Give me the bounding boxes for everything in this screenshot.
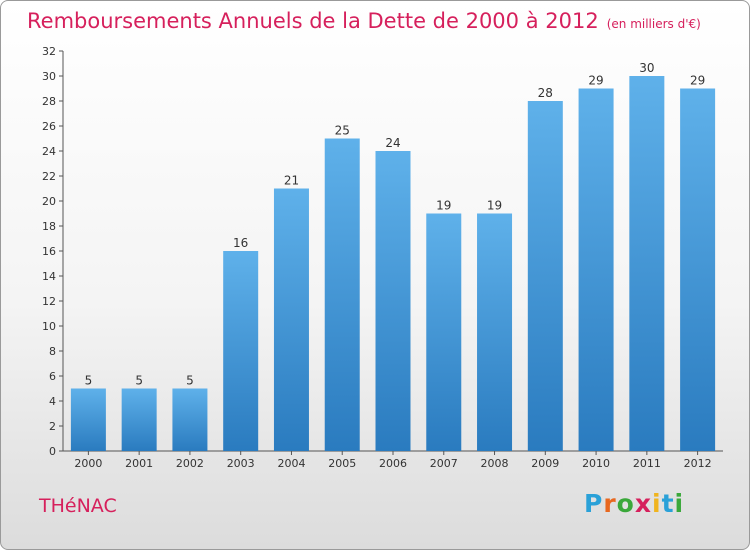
- x-tick-label: 2001: [125, 457, 153, 470]
- bar: [375, 151, 411, 451]
- bar: [121, 388, 157, 451]
- bar-value-label: 5: [186, 374, 194, 388]
- bar-value-label: 29: [690, 74, 705, 88]
- x-tick-label: 2004: [277, 457, 305, 470]
- chart-title-text: Remboursements Annuels de la Dette de 20…: [27, 9, 599, 33]
- proxiti-logo: Proxiti: [584, 489, 684, 518]
- y-tick-label: 24: [42, 145, 56, 158]
- y-tick-label: 32: [42, 45, 56, 58]
- chart-subtitle: (en milliers d'€): [606, 17, 701, 31]
- bar: [223, 251, 259, 451]
- bar: [578, 88, 614, 451]
- logo-letter: r: [603, 489, 617, 518]
- bar-value-label: 29: [588, 74, 603, 88]
- bar: [477, 213, 513, 451]
- y-tick-label: 4: [49, 395, 56, 408]
- bar-value-label: 16: [233, 236, 248, 250]
- bar: [324, 138, 360, 451]
- y-tick-label: 22: [42, 170, 56, 183]
- x-tick-label: 2007: [430, 457, 458, 470]
- y-tick-label: 26: [42, 120, 56, 133]
- x-tick-label: 2005: [328, 457, 356, 470]
- bar: [273, 188, 309, 451]
- logo-letter: i: [674, 489, 685, 518]
- bar: [629, 76, 665, 451]
- bar: [172, 388, 208, 451]
- y-tick-label: 30: [42, 70, 56, 83]
- logo-letter: P: [584, 489, 604, 518]
- x-tick-label: 2000: [74, 457, 102, 470]
- x-tick-label: 2006: [379, 457, 407, 470]
- bar-value-label: 25: [335, 124, 350, 138]
- y-tick-label: 14: [42, 270, 56, 283]
- x-tick-label: 2012: [684, 457, 712, 470]
- y-tick-label: 2: [49, 420, 56, 433]
- bar-value-label: 24: [385, 136, 400, 150]
- x-tick-label: 2009: [531, 457, 559, 470]
- bar: [527, 101, 563, 451]
- bar-value-label: 19: [436, 199, 451, 213]
- bar: [426, 213, 462, 451]
- commune-name: THéNAC: [39, 495, 117, 517]
- y-tick-label: 20: [42, 195, 56, 208]
- logo-letter: o: [616, 489, 635, 518]
- bar-value-label: 5: [135, 374, 143, 388]
- bar-value-label: 30: [639, 61, 654, 75]
- bar-value-label: 28: [538, 86, 553, 100]
- logo-letter: x: [634, 489, 652, 518]
- x-tick-label: 2003: [227, 457, 255, 470]
- y-tick-label: 8: [49, 345, 56, 358]
- y-tick-label: 12: [42, 295, 56, 308]
- x-tick-label: 2010: [582, 457, 610, 470]
- bar-value-label: 21: [284, 174, 299, 188]
- x-tick-label: 2002: [176, 457, 204, 470]
- bar-value-label: 19: [487, 199, 502, 213]
- chart-title: Remboursements Annuels de la Dette de 20…: [27, 9, 701, 33]
- logo-letter: t: [661, 489, 675, 518]
- y-tick-label: 16: [42, 245, 56, 258]
- y-tick-label: 10: [42, 320, 56, 333]
- y-tick-label: 28: [42, 95, 56, 108]
- bar: [680, 88, 716, 451]
- bar-value-label: 5: [85, 374, 93, 388]
- y-tick-label: 18: [42, 220, 56, 233]
- y-tick-label: 0: [49, 445, 56, 458]
- logo-letter: i: [652, 489, 662, 518]
- x-tick-label: 2008: [481, 457, 509, 470]
- x-tick-label: 2011: [633, 457, 661, 470]
- bar: [70, 388, 106, 451]
- y-tick-label: 6: [49, 370, 56, 383]
